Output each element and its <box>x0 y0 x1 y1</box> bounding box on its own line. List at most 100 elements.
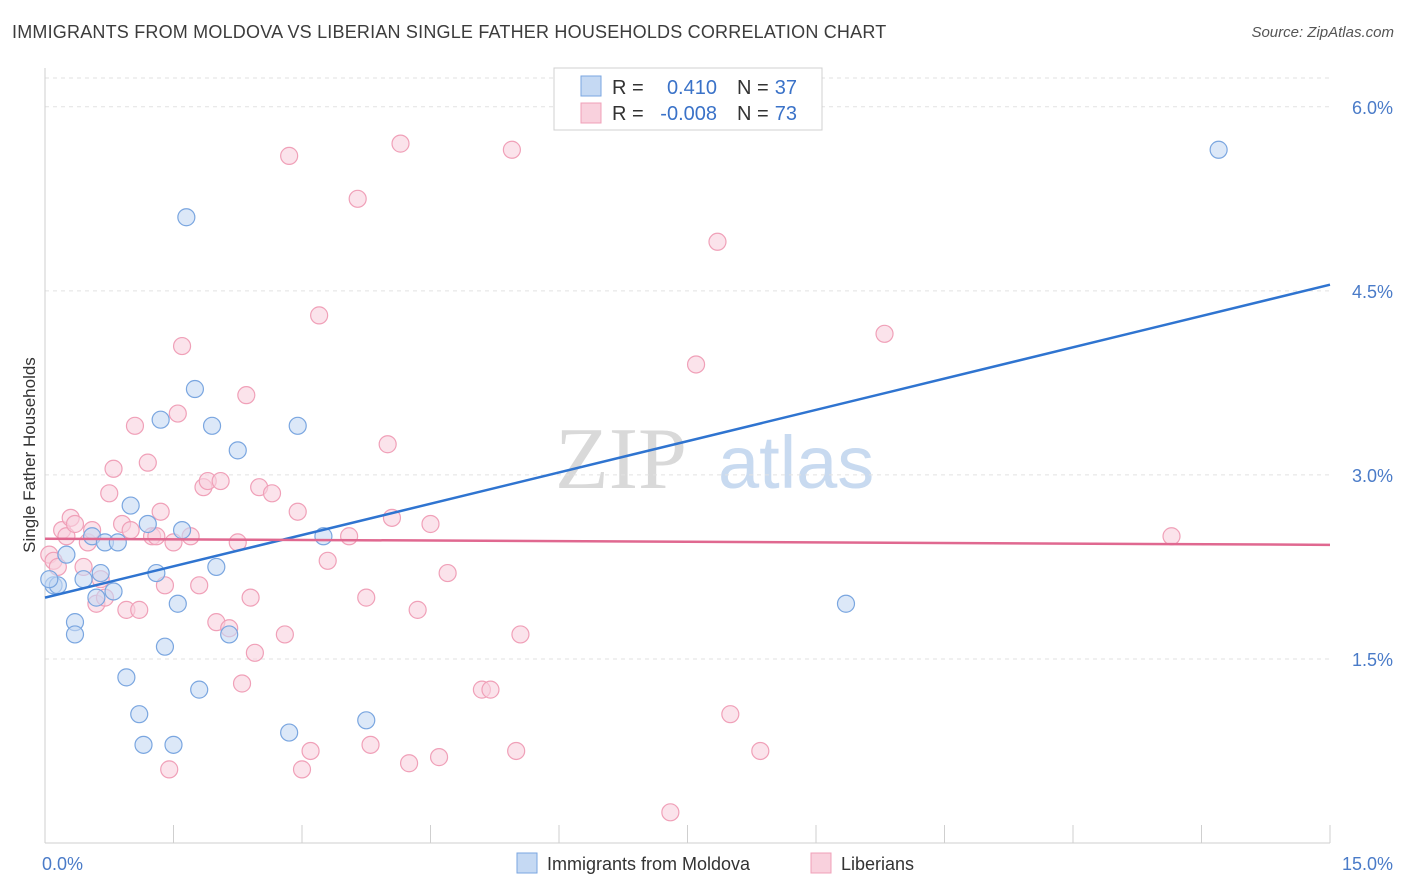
liberians-point-39 <box>241 588 260 607</box>
liberians-point-57 <box>399 754 419 773</box>
liberians-point-17 <box>121 521 140 540</box>
moldova-point-34 <box>836 594 856 613</box>
n-value-1: 37 <box>775 77 797 99</box>
liberians-point-14 <box>104 459 123 478</box>
n-value-2: 73 <box>775 103 797 125</box>
liberians-point-73 <box>1162 527 1181 546</box>
moldova-point-15 <box>134 735 153 754</box>
moldova-point-30 <box>280 723 299 742</box>
liberians-point-68 <box>686 355 706 374</box>
moldova-point-36 <box>40 570 59 589</box>
liberians-point-69 <box>708 232 727 251</box>
moldova-point-11 <box>108 533 127 552</box>
liberians-point-61 <box>438 563 457 583</box>
liberians-point-66 <box>511 625 530 644</box>
moldova-point-10 <box>104 582 123 601</box>
axes <box>44 68 1331 844</box>
trend-lines <box>44 283 1331 599</box>
moldova-point-26 <box>202 416 222 435</box>
liberians-point-58 <box>408 600 427 619</box>
moldova-trend-line <box>44 283 1331 599</box>
y-tick-label-0: 1.5% <box>1352 650 1393 670</box>
y-tick-label-1: 3.0% <box>1352 466 1393 486</box>
liberians-point-24 <box>155 576 175 595</box>
moldova-point-23 <box>177 208 196 227</box>
moldova-point-13 <box>121 496 140 515</box>
liberians-point-13 <box>100 484 119 503</box>
liberians-point-71 <box>751 741 770 761</box>
liberians-point-51 <box>348 189 367 208</box>
x-tick-label-min: 0.0% <box>42 854 83 874</box>
n-label-1: N = <box>737 77 769 99</box>
liberians-point-18 <box>125 416 145 435</box>
r-value-2: -0.008 <box>660 103 717 125</box>
legend-liberians-label: Liberians <box>841 854 914 874</box>
liberians-point-65 <box>507 741 526 761</box>
liberians-point-46 <box>292 760 312 779</box>
liberians-point-28 <box>172 336 192 356</box>
liberians-point-53 <box>361 735 380 754</box>
y-tick-labels: 1.5% 3.0% 4.5% 6.0% <box>1352 98 1393 670</box>
data-points <box>40 134 1228 822</box>
r-value-1: 0.410 <box>667 77 717 99</box>
x-tick-label-max: 15.0% <box>1342 854 1393 874</box>
y-tick-label-2: 4.5% <box>1352 282 1393 302</box>
liberians-point-37 <box>232 674 252 693</box>
liberians-point-25 <box>160 760 179 779</box>
moldova-point-14 <box>130 705 149 724</box>
liberians-point-20 <box>138 453 157 472</box>
liberians-point-34 <box>211 471 230 491</box>
liberians-point-44 <box>280 146 299 165</box>
moldova-point-25 <box>190 680 209 699</box>
liberians-point-40 <box>245 643 264 662</box>
liberians-point-63 <box>481 680 500 699</box>
liberians-point-23 <box>151 502 170 521</box>
chart-title: IMMIGRANTS FROM MOLDOVA VS LIBERIAN SING… <box>12 22 887 42</box>
liberians-point-45 <box>288 502 307 521</box>
moldova-point-7 <box>87 588 106 607</box>
liberians-trend-line <box>44 537 1331 547</box>
liberians-point-54 <box>378 435 397 454</box>
chart-source: Source: ZipAtlas.com <box>1251 24 1394 41</box>
liberians-point-38 <box>237 386 256 405</box>
liberians-point-67 <box>661 803 680 822</box>
liberians-point-47 <box>301 741 320 761</box>
moldova-point-33 <box>357 711 376 730</box>
moldova-point-31 <box>288 416 307 435</box>
liberians-point-50 <box>340 527 359 546</box>
moldova-point-8 <box>91 563 110 583</box>
liberians-point-4 <box>57 527 76 546</box>
moldova-point-19 <box>155 637 175 656</box>
moldova-point-4 <box>65 625 85 644</box>
stats-legend: R = 0.410 N = 37 R = -0.008 N = 73 <box>553 67 823 131</box>
liberians-swatch <box>580 102 602 124</box>
liberians-point-70 <box>721 705 740 724</box>
moldova-point-27 <box>207 557 226 577</box>
moldova-point-29 <box>228 441 247 460</box>
y-axis-title: Single Father Households <box>20 357 39 553</box>
watermark-zip: ZIP <box>555 411 687 508</box>
watermark-atlas: atlas <box>718 421 874 504</box>
moldova-point-16 <box>138 514 157 534</box>
moldova-swatch <box>580 75 602 97</box>
moldova-point-18 <box>151 410 170 429</box>
liberians-point-42 <box>262 484 282 503</box>
liberians-point-72 <box>875 324 894 343</box>
liberians-point-48 <box>310 306 329 325</box>
legend-moldova-swatch <box>516 852 538 874</box>
liberians-point-30 <box>190 576 209 595</box>
moldova-point-21 <box>168 594 187 613</box>
moldova-point-2 <box>57 545 76 564</box>
liberians-point-2 <box>48 557 67 577</box>
legend-liberians-swatch <box>810 852 832 874</box>
liberians-point-6 <box>65 514 85 534</box>
moldova-point-12 <box>117 668 136 687</box>
n-label-2: N = <box>737 103 769 125</box>
liberians-point-59 <box>421 514 440 534</box>
liberians-point-27 <box>168 404 187 423</box>
y-tick-label-3: 6.0% <box>1352 98 1393 118</box>
legend-moldova-label: Immigrants from Moldova <box>547 854 751 874</box>
r-label-1: R = <box>612 77 644 99</box>
liberians-point-56 <box>391 134 410 153</box>
